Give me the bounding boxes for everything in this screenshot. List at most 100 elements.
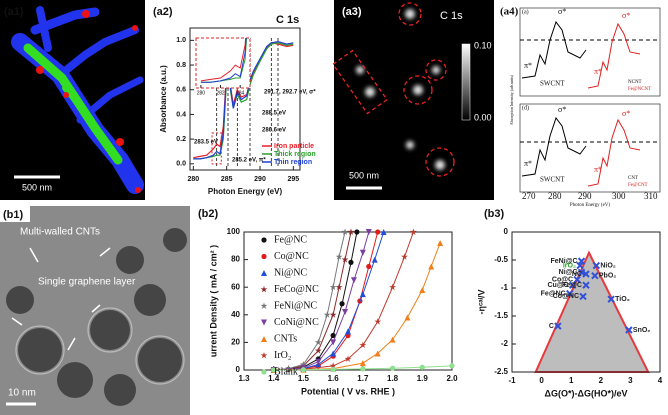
point — [573, 275, 581, 284]
marker — [380, 229, 387, 235]
point — [607, 295, 615, 303]
point — [577, 268, 586, 277]
annotation: 288.5 eV — [262, 111, 286, 117]
x-tick-label: 1.5 — [298, 374, 310, 383]
point-label: IrO₂ — [563, 262, 576, 269]
y-tick-label: 40 — [231, 310, 240, 319]
pi-label: π* — [524, 61, 532, 70]
colorbar-tick: 0.10 — [474, 40, 492, 50]
marker — [285, 365, 292, 372]
point-label: Cu@C — [547, 282, 568, 289]
marker — [329, 362, 337, 369]
x-axis-label: Potential ( V vs. RHE ) — [301, 386, 395, 396]
marker — [330, 366, 336, 373]
point — [568, 281, 577, 289]
arrows — [11, 247, 111, 351]
x-tick-label: 1.6 — [328, 374, 340, 383]
point-label: Co@C — [552, 276, 573, 283]
marker — [314, 338, 322, 346]
x-tick-label: 4 — [658, 376, 663, 385]
marker — [339, 301, 345, 307]
legend-marker — [261, 237, 267, 243]
panel-a1: (a1) 500 nm — [0, 0, 145, 200]
graphene-shells — [15, 307, 185, 385]
legend-entry: FeNi@NC — [274, 300, 317, 311]
bright-spots — [356, 9, 445, 170]
y-axis-label: Absorbance (a.u.) — [159, 65, 168, 133]
marker — [314, 347, 322, 354]
point-label: Ni@C — [559, 269, 578, 276]
marker — [341, 256, 349, 263]
x-tick-label: 280 — [548, 191, 562, 201]
marker — [335, 253, 343, 260]
point-label: PbO₂ — [599, 273, 617, 280]
x-tick-label: 290 — [254, 176, 266, 183]
point-label: TiO₂ — [615, 296, 630, 303]
marker — [366, 263, 372, 270]
legend-entry: Thin region — [274, 159, 312, 166]
sigma-label: σ* — [622, 11, 630, 20]
pi-label: π* — [524, 159, 532, 168]
y-tick-label: 80 — [231, 255, 240, 264]
particles — [6, 228, 187, 406]
marker — [342, 309, 349, 316]
marker — [341, 228, 349, 235]
legend-entry: Thick region — [274, 151, 316, 158]
inset-line — [200, 38, 247, 83]
x-tick-label: 2.0 — [446, 374, 458, 383]
label-box — [0, 206, 30, 222]
panel-label: (a4) — [500, 6, 519, 18]
y-tick-label: 0 — [236, 365, 241, 374]
legend-marker — [260, 302, 268, 309]
point — [579, 292, 587, 301]
annotation: 285.2 eV, π* — [232, 158, 266, 164]
point-label: SnO₂ — [633, 327, 651, 334]
point-label: FeNi@C — [550, 258, 577, 265]
y-tick-label: 0.8 — [176, 62, 186, 69]
point-label: C — [549, 323, 554, 330]
marker — [389, 336, 396, 343]
marker — [359, 291, 366, 298]
point-label: Fe@C — [562, 282, 582, 289]
annotation: Single graphene layer — [38, 277, 136, 288]
spectrum-line — [193, 40, 294, 160]
legend-entry: Blank — [274, 366, 298, 377]
inset-line — [200, 38, 248, 83]
scale-bar-label: 10 nm — [8, 388, 36, 399]
x-axis-label: Photon Energy (eV) — [208, 187, 283, 196]
panel-label: (b1) — [3, 209, 24, 221]
point — [592, 261, 601, 270]
marker — [371, 256, 378, 263]
sample-label: SWCNT — [540, 176, 565, 184]
y-tick-label: 0 — [504, 227, 509, 236]
marker — [404, 314, 411, 321]
sigma-label: σ* — [558, 105, 566, 114]
marker — [389, 283, 396, 291]
panel-label: (b2) — [198, 208, 219, 220]
marker — [389, 365, 396, 371]
y-tick-label: 0.0 — [176, 161, 186, 168]
point — [554, 322, 562, 330]
x-tick-label: 290 — [578, 191, 592, 201]
annotation: Multi-walled CNTs — [20, 227, 100, 238]
point — [582, 281, 590, 289]
point-label: NC — [572, 271, 582, 278]
legend-marker — [260, 351, 268, 359]
marker — [330, 350, 337, 357]
legend-entry: CNTs — [274, 333, 297, 344]
x-tick-label: 1.4 — [268, 374, 280, 383]
point-label: NiO₂ — [600, 262, 616, 269]
point — [566, 289, 574, 298]
marker — [344, 355, 352, 362]
marker — [401, 253, 408, 260]
y-tick-label: 0.4 — [176, 111, 186, 118]
x-tick-label: 1.8 — [387, 374, 399, 383]
inset-plot — [200, 38, 248, 83]
y-tick-label: -1.5 — [494, 311, 508, 320]
marker — [348, 259, 354, 265]
x-tick-label: 1.9 — [417, 374, 429, 383]
legend-entry: CNT — [628, 176, 638, 181]
marker — [419, 364, 425, 370]
x-tick-label: 270 — [522, 191, 536, 201]
